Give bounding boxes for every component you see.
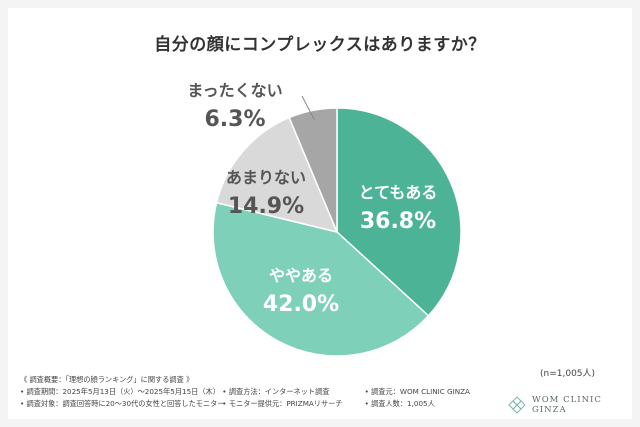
notes-count: • 調査人数：1,005人 xyxy=(364,399,435,408)
slice-label-yayaaru: ややある xyxy=(269,266,333,285)
notes-heading: 《 調査概要：「理想の顔ランキング」に関する調査 》 xyxy=(20,375,194,384)
pie-slice-mattakunai xyxy=(288,107,338,233)
notes-period: • 調査期間：2025年5月13日（火）〜2025年5月15日（木） xyxy=(20,387,220,396)
slice-label-mattakunai: まったくない xyxy=(187,81,282,100)
slice-value-amarinai: 14.9% xyxy=(228,194,304,219)
slice-label-totemoaru: とてもある xyxy=(359,183,438,202)
slice-value-yayaaru: 42.0% xyxy=(263,292,339,317)
sample-size: (n=1,005人) xyxy=(540,369,596,379)
slice-value-mattakunai: 6.3% xyxy=(204,107,265,132)
chart-title: 自分の顔にコンプレックスはありますか？ xyxy=(154,35,486,55)
notes-source: • 調査元：WOM CLINIC GINZA xyxy=(364,387,470,396)
pie-slice-totemoaru xyxy=(336,107,462,317)
notes-target: • 調査対象：調査回答時に20〜30代の女性と回答したモニター xyxy=(20,399,225,408)
slice-value-totemoaru: 36.8% xyxy=(360,209,436,234)
slice-label-amarinai: あまりない xyxy=(226,168,306,187)
notes-provider: • モニター提供元：PRIZMAリサーチ xyxy=(222,399,343,408)
brand-name: WOM CLINIC GINZA xyxy=(531,395,602,415)
notes-method: • 調査方法：インターネット調査 xyxy=(222,387,330,396)
callout-line xyxy=(301,95,316,121)
survey-notes: 《 調査概要：「理想の顔ランキング」に関する調査 》 • 調査期間：2025年5… xyxy=(20,374,500,410)
pie-slice-amarinai xyxy=(215,116,339,234)
diamond-lattice-icon xyxy=(508,396,526,414)
pie-slice-yayaaru xyxy=(212,201,430,357)
brand-logo: WOM CLINIC GINZA xyxy=(508,395,640,415)
